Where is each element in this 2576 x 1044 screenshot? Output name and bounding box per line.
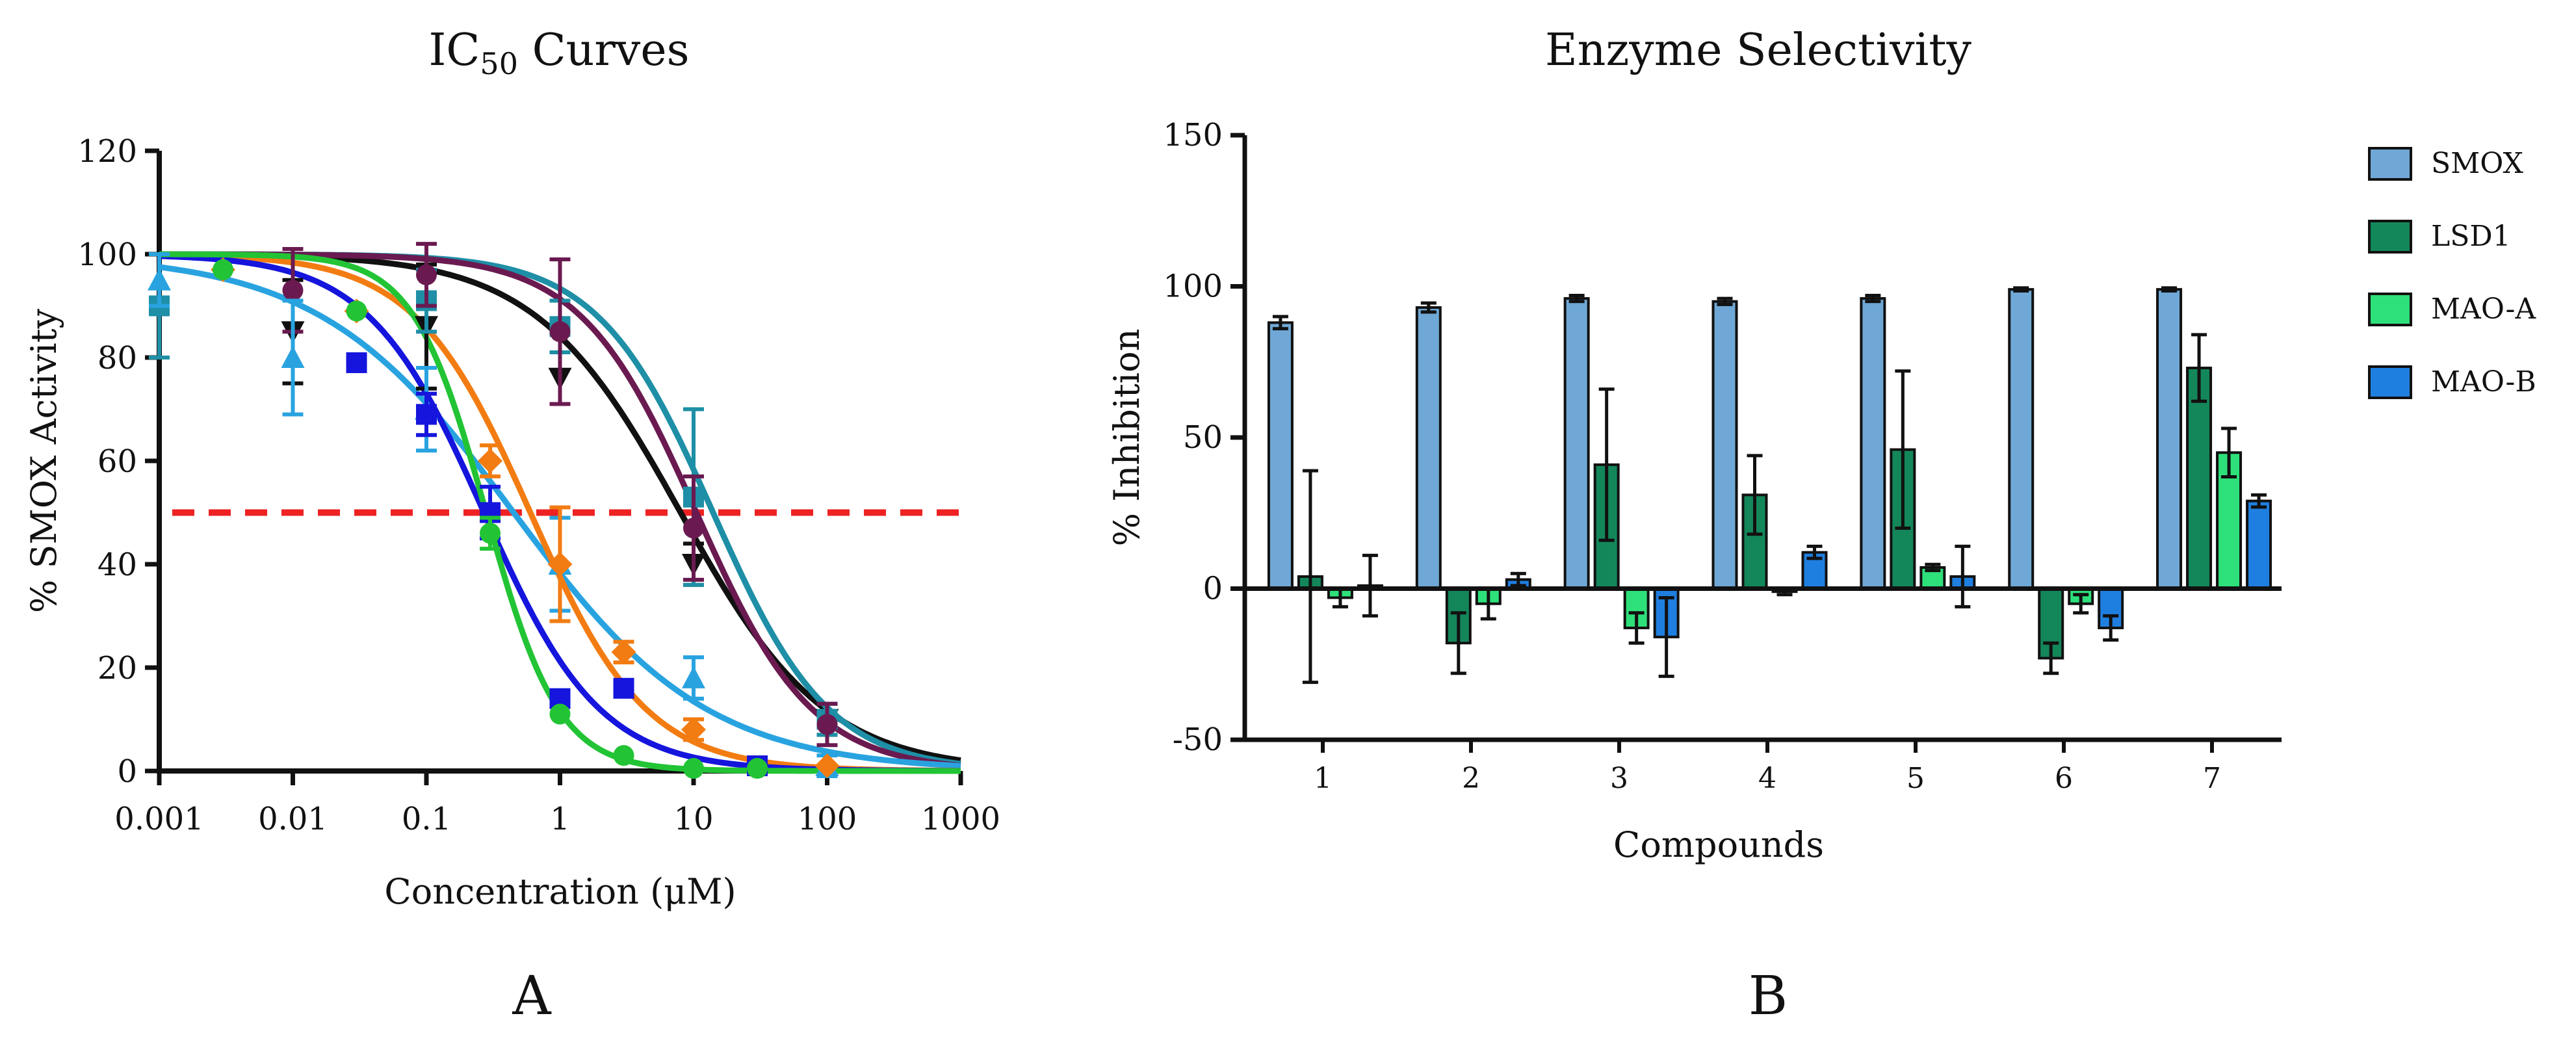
chart-b-legend: SMOX LSD1 MAO-A MAO-B (2368, 147, 2536, 399)
point-green (747, 758, 768, 779)
chart-b-y-tick-label: 100 (1163, 268, 1223, 305)
point-purple (416, 264, 437, 285)
legend-swatch-mao-b (2368, 365, 2412, 399)
chart-b-x-tick-label: 5 (1906, 762, 1925, 795)
chart-a-y-tick-label: 60 (98, 443, 137, 480)
point-orange (547, 552, 573, 577)
chart-a-axes (157, 151, 961, 774)
chart-b-x-label: Compounds (1613, 824, 1824, 865)
chart-a-y-label: % SMOX Activity (23, 309, 64, 613)
point-purple (549, 321, 571, 343)
chart-b-y-tick-label: 150 (1163, 117, 1223, 153)
chart-b-x-tick-label: 7 (2203, 762, 2221, 795)
panel-a-label: A (512, 965, 552, 1027)
chart-b-x-tick-label: 1 (1314, 762, 1332, 795)
bar-mao-b-7 (2246, 499, 2272, 590)
chart-a-y-tick-label: 120 (77, 133, 137, 170)
bar-smox-1 (1267, 321, 1294, 590)
point-green (480, 523, 501, 544)
bar-smox-7 (2156, 288, 2183, 590)
legend-label-lsd1: LSD1 (2431, 220, 2511, 253)
legend-label-mao-b: MAO-B (2431, 365, 2536, 398)
panel-b-label: B (1749, 965, 1788, 1027)
point-green (613, 745, 634, 766)
bar-smox-2 (1415, 306, 1442, 590)
bar-smox-6 (2008, 288, 2035, 590)
point-green (346, 300, 367, 322)
chart-a-y-tick-label: 0 (117, 753, 137, 790)
bar-smox-5 (1860, 297, 1886, 590)
chart-b-y-tick-label: 50 (1183, 419, 1223, 456)
chart-a-y-tick-label: 20 (98, 650, 137, 686)
chart-a-x-tick-label: 1 (550, 801, 570, 837)
point-green (549, 703, 571, 725)
point-purple (816, 714, 838, 735)
point-orange (478, 449, 503, 473)
chart-b-x-tick-label: 4 (1758, 762, 1776, 795)
chart-a-y-tick-label: 100 (77, 237, 137, 273)
chart-b-x-tick-label: 3 (1610, 762, 1628, 795)
chart-b-y-label: % Inhibition (1106, 329, 1147, 547)
chart-a-x-tick-label: 0.001 (114, 801, 203, 837)
point-orange (611, 640, 636, 665)
point-green (683, 758, 704, 779)
bar-smox-3 (1563, 297, 1590, 590)
chart-b-x-tick-label: 6 (2055, 762, 2073, 795)
point-orange (681, 717, 706, 742)
bar-smox-4 (1711, 300, 1738, 590)
point-blue (416, 404, 437, 425)
chart-a-y-tick-label: 80 (98, 340, 137, 376)
chart-a-x-tick-label: 0.01 (258, 801, 328, 837)
point-light-blue (148, 268, 171, 291)
legend-label-smox: SMOX (2431, 147, 2523, 180)
point-light-blue (281, 346, 305, 368)
point-green (213, 259, 234, 280)
chart-b-y-tick-label: -50 (1173, 722, 1223, 758)
point-light-blue (682, 666, 705, 688)
legend-swatch-lsd1 (2368, 220, 2412, 254)
legend-label-mao-a: MAO-A (2431, 293, 2536, 326)
chart-a-x-tick-label: 10 (673, 801, 713, 837)
chart-b-x-tick-label: 2 (1462, 762, 1480, 795)
point-purple (282, 280, 304, 301)
panel-a-ic50-chart: IC50 Curves 0.001 0.01 0.1 1 10 100 1000 0 20 40 6… (23, 25, 1000, 1027)
chart-a-x-label: Concentration (μM) (384, 871, 736, 912)
chart-a-x-tick-label: 1000 (921, 801, 1000, 837)
chart-b-title: Enzyme Selectivity (1545, 25, 1971, 76)
chart-b-y-tick-label: 0 (1203, 571, 1223, 607)
point-blue (346, 352, 367, 373)
chart-a-x-tick-label: 0.1 (402, 801, 451, 837)
chart-a-x-tick-label: 100 (798, 801, 857, 837)
legend-swatch-smox (2368, 147, 2412, 181)
bar-lsd1-4 (1741, 493, 1768, 590)
point-purple (683, 517, 704, 539)
chart-a-title: IC50 Curves (429, 25, 690, 81)
chart-a-y-tick-label: 40 (98, 547, 137, 583)
point-orange (814, 753, 840, 779)
legend-swatch-mao-a (2368, 293, 2412, 326)
point-blue (613, 677, 634, 699)
